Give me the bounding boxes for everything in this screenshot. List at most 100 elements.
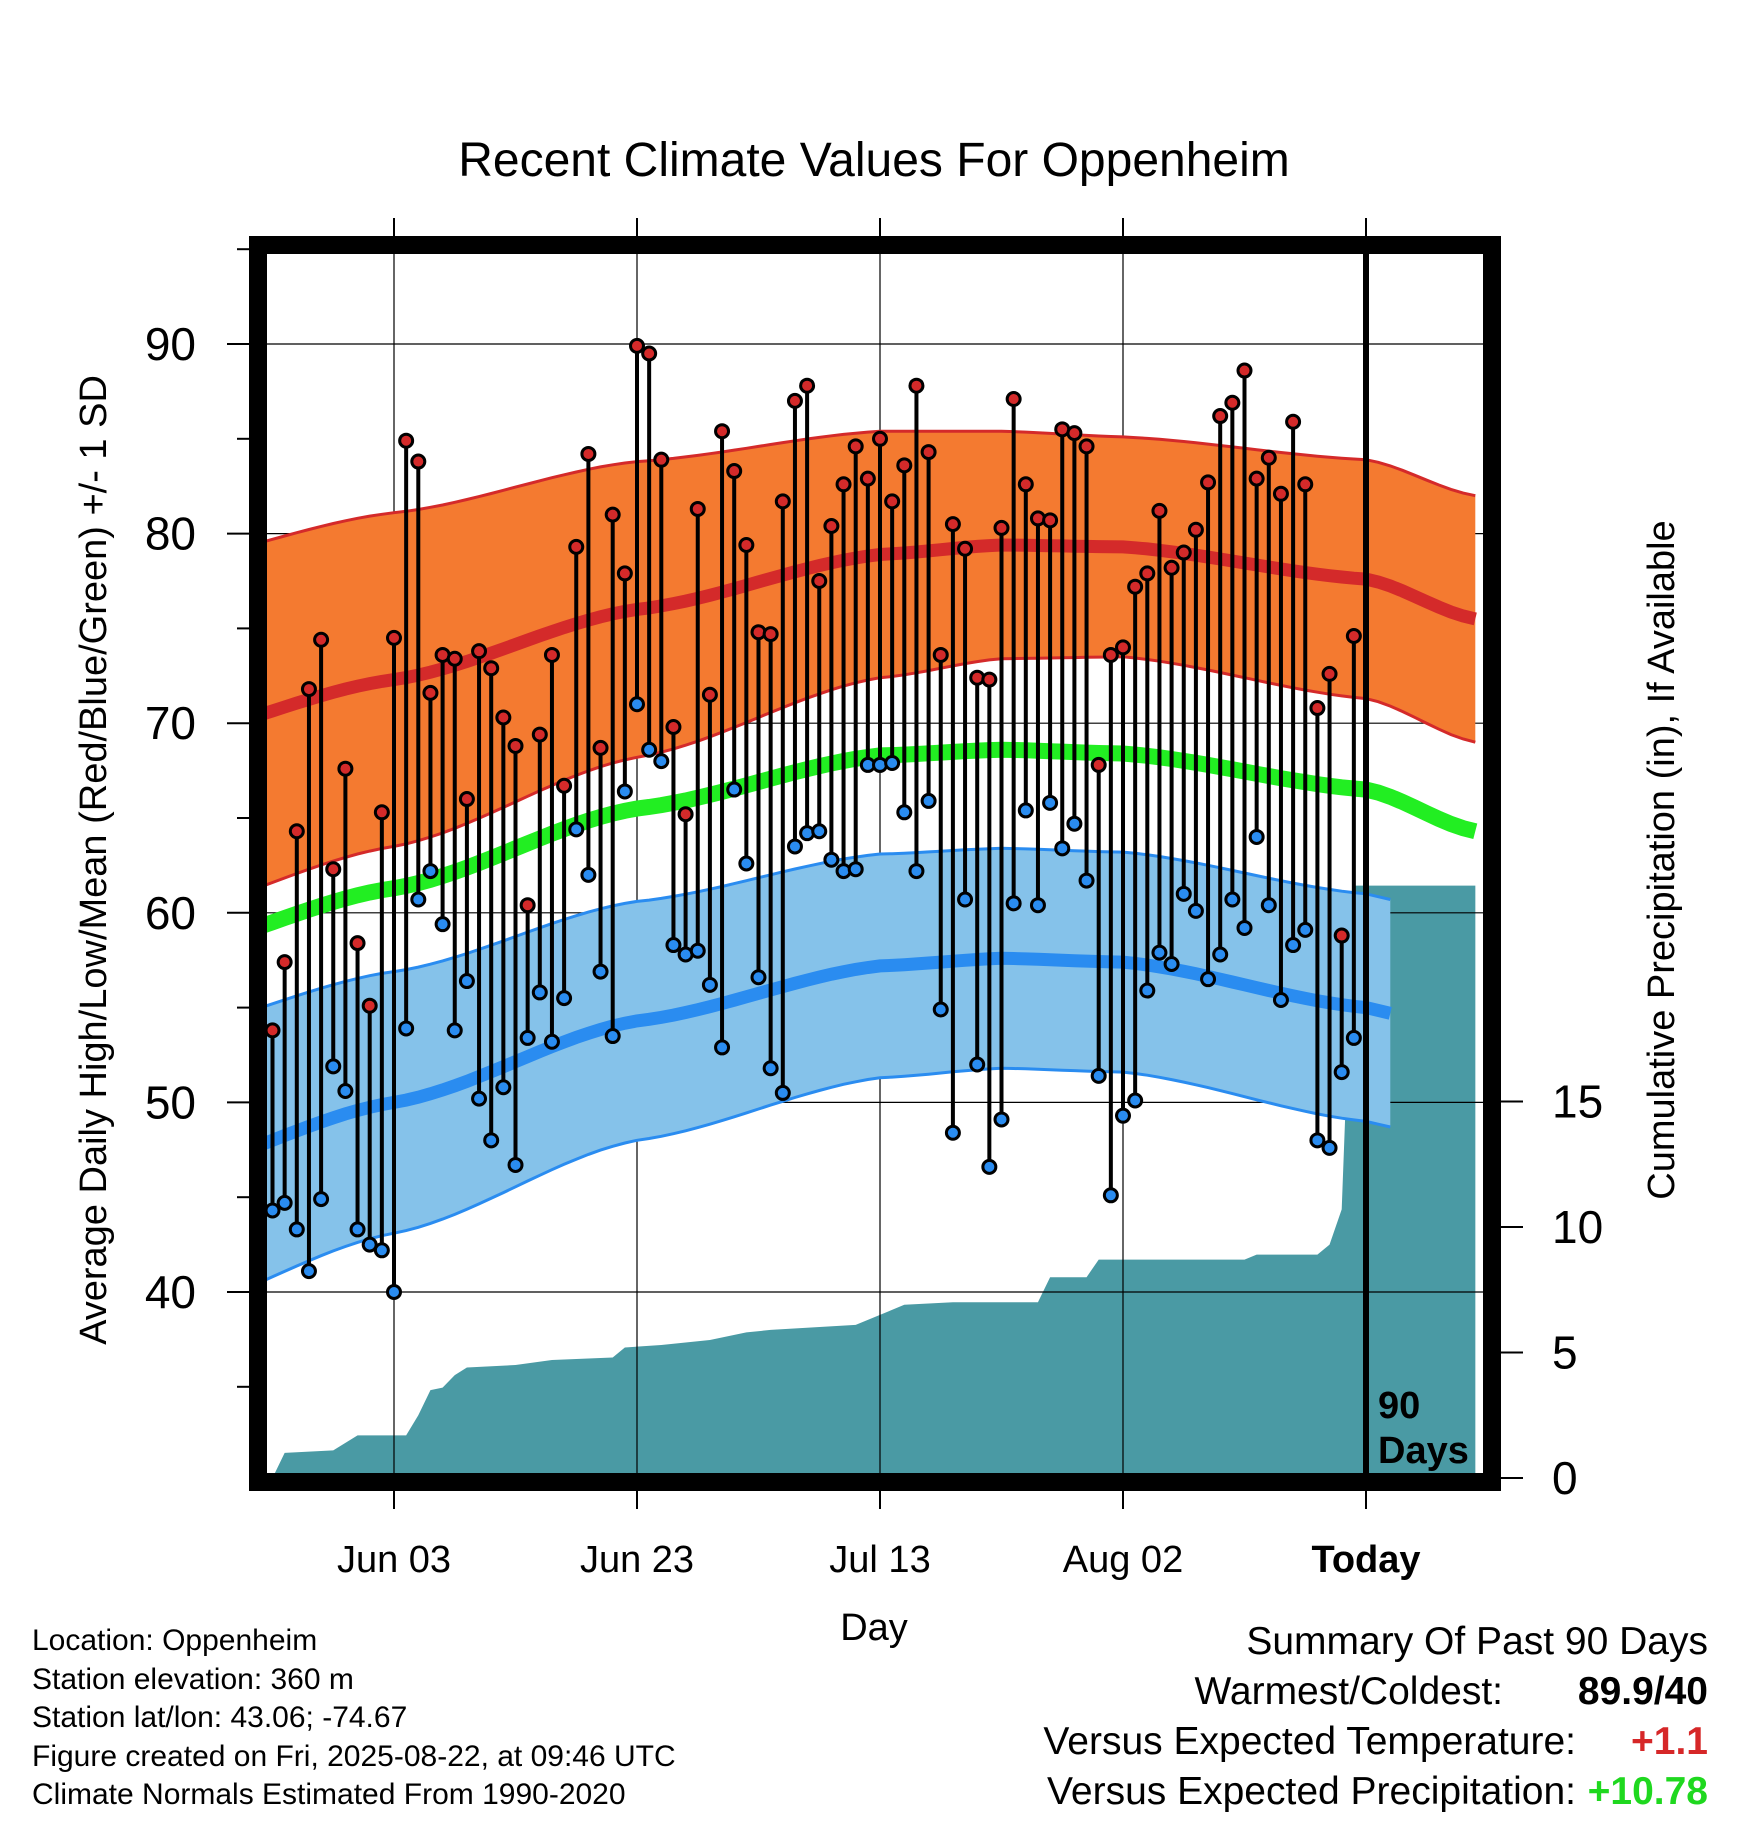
x-tick-label: Today — [1311, 1539, 1420, 1581]
summary-panel: Summary Of Past 90 Days Warmest/Coldest:… — [948, 1620, 1708, 1820]
daily-low-point — [616, 783, 633, 800]
daily-high-point — [276, 954, 293, 971]
daily-low-point — [483, 1132, 500, 1149]
daily-high-point — [701, 686, 718, 703]
daily-low-point — [1042, 794, 1059, 811]
daily-low-point — [1272, 992, 1289, 1009]
summary-warmest-row: Warmest/Coldest: 89.9/40 — [948, 1670, 1708, 1720]
daily-high-point — [835, 476, 852, 493]
daily-low-point — [641, 741, 658, 758]
daily-low-point — [1200, 971, 1217, 988]
daily-low-point — [1102, 1187, 1119, 1204]
daily-high-point — [422, 684, 439, 701]
daily-high-point — [872, 430, 888, 447]
daily-low-point — [288, 1221, 305, 1238]
daily-low-point — [823, 851, 840, 868]
daily-high-point — [410, 453, 427, 470]
daily-high-point — [859, 470, 876, 487]
daily-high-point — [738, 536, 755, 553]
high-normal-band — [262, 431, 1476, 887]
daily-low-point — [932, 1001, 949, 1018]
daily-low-point — [1139, 982, 1156, 999]
daily-low-point — [592, 963, 609, 980]
daily-low-point — [386, 1284, 402, 1300]
station-info: Location: Oppenheim Station elevation: 3… — [32, 1622, 676, 1815]
daily-high-point — [1127, 578, 1144, 595]
daily-high-point — [811, 573, 828, 589]
daily-high-point — [1090, 756, 1107, 773]
daily-high-point — [1248, 470, 1265, 487]
y-left-tick-label: 90 — [145, 318, 196, 370]
daily-high-point — [458, 791, 475, 808]
daily-low-point — [847, 861, 864, 878]
daily-high-point — [908, 377, 925, 394]
daily-low-point — [726, 781, 743, 798]
plot-area — [262, 248, 1488, 1478]
daily-low-point — [1115, 1107, 1131, 1124]
daily-high-point — [349, 935, 366, 952]
warmest-label: Warmest/Coldest: — [1194, 1670, 1503, 1713]
y-left-tick-label: 60 — [145, 887, 196, 939]
precipitation-layer — [272, 885, 1476, 1478]
daily-low-point — [349, 1221, 366, 1238]
y-left-tick-label: 40 — [145, 1266, 196, 1318]
daily-low-point — [1151, 944, 1168, 961]
daily-low-point — [1321, 1139, 1338, 1156]
x-axis-label: Day — [840, 1607, 908, 1649]
daily-low-point — [410, 891, 427, 908]
daily-high-point — [1005, 390, 1022, 407]
daily-high-point — [556, 777, 573, 794]
daily-high-point — [568, 538, 585, 555]
daily-low-point — [1248, 828, 1265, 845]
daily-high-point — [1309, 700, 1326, 717]
daily-low-point — [884, 755, 901, 772]
high-band-upper-edge — [262, 429, 1476, 544]
y-right-tick-label: 10 — [1552, 1201, 1603, 1253]
daily-low-point — [495, 1079, 512, 1096]
precip-deviation-label: Versus Expected Precipitation: — [1047, 1770, 1576, 1813]
daily-high-point — [665, 718, 682, 735]
daily-high-point — [786, 392, 803, 409]
daily-high-point — [1224, 394, 1241, 411]
y-right-tick-label: 5 — [1552, 1327, 1578, 1379]
daily-high-point — [884, 493, 901, 510]
daily-low-point — [556, 990, 573, 1007]
daily-high-point — [1187, 521, 1204, 538]
daily-high-point — [981, 671, 998, 688]
daily-low-point — [653, 753, 670, 770]
daily-low-point — [313, 1191, 330, 1208]
daily-high-point — [483, 660, 500, 677]
daily-high-point — [957, 540, 974, 557]
daily-low-point — [786, 838, 803, 855]
daily-high-point — [361, 997, 378, 1014]
normal-bands — [262, 429, 1478, 1284]
daily-high-point — [398, 432, 415, 449]
daily-low-point — [1297, 921, 1314, 938]
daily-high-point — [373, 804, 390, 821]
daily-high-point — [1200, 474, 1217, 491]
station-location: Location: Oppenheim — [32, 1624, 318, 1657]
daily-low-point — [458, 973, 475, 990]
daily-high-point — [641, 345, 658, 362]
x-tick-label: Jul 13 — [829, 1539, 930, 1581]
daily-high-point — [1115, 639, 1131, 656]
daily-low-point — [1212, 946, 1229, 963]
y-right-axis-label: Cumulative Precipitation (in), If Availa… — [1641, 520, 1683, 1199]
daily-high-point — [993, 519, 1010, 536]
daily-low-point — [762, 1060, 779, 1077]
daily-low-point — [543, 1033, 560, 1050]
daily-low-point — [1309, 1132, 1326, 1149]
daily-low-point — [1029, 897, 1046, 914]
daily-high-point — [714, 423, 731, 440]
daily-high-point — [653, 451, 670, 468]
daily-high-point — [1260, 449, 1277, 466]
daily-high-point — [896, 457, 913, 474]
low-band-lower-edge — [262, 1066, 1391, 1284]
daily-low-point — [944, 1124, 961, 1141]
climate-normals-note: Climate Normals Estimated From 1990-2020 — [32, 1778, 626, 1811]
daily-low-point — [969, 1056, 986, 1073]
daily-high-point — [1345, 627, 1362, 644]
summary-title: Summary Of Past 90 Days — [1246, 1620, 1708, 1663]
daily-high-point — [507, 737, 524, 754]
daily-low-point — [1345, 1029, 1362, 1046]
